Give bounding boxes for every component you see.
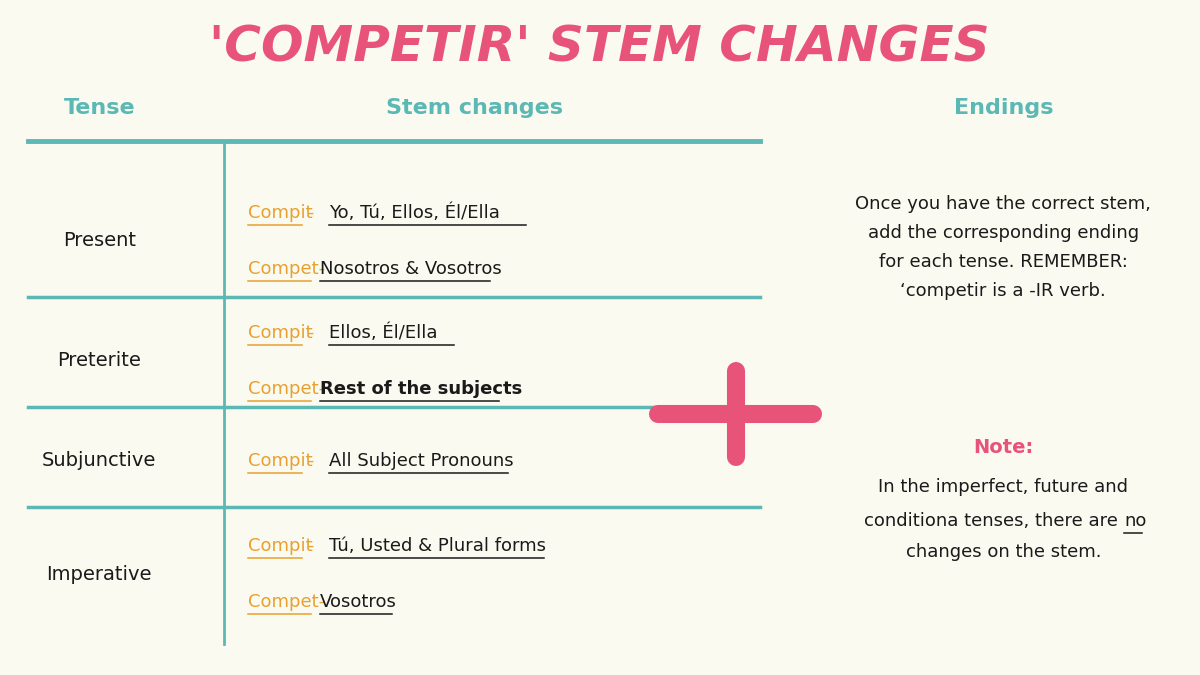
- Text: Present: Present: [62, 232, 136, 250]
- Text: Compet-: Compet-: [248, 380, 325, 398]
- Text: Endings: Endings: [954, 97, 1054, 117]
- Text: Compit: Compit: [248, 452, 313, 470]
- Text: Nosotros & Vosotros: Nosotros & Vosotros: [319, 260, 502, 278]
- Text: Compet-: Compet-: [248, 593, 325, 611]
- Text: Ellos, Él/Ella: Ellos, Él/Ella: [329, 323, 437, 342]
- Text: Subjunctive: Subjunctive: [42, 452, 156, 470]
- Text: Compit: Compit: [248, 324, 313, 342]
- Text: Tense: Tense: [64, 97, 136, 117]
- Text: Imperative: Imperative: [47, 565, 152, 584]
- Text: Vosotros: Vosotros: [319, 593, 397, 611]
- Text: Stem changes: Stem changes: [385, 97, 563, 117]
- Text: Compet-: Compet-: [248, 260, 325, 278]
- Text: Compit: Compit: [248, 204, 313, 222]
- Text: Rest of the subjects: Rest of the subjects: [319, 380, 522, 398]
- Text: In the imperfect, future and: In the imperfect, future and: [878, 479, 1128, 497]
- Text: Yo, Tú, Ellos, Él/Ella: Yo, Tú, Ellos, Él/Ella: [329, 204, 499, 222]
- Text: Tú, Usted & Plural forms: Tú, Usted & Plural forms: [329, 537, 546, 555]
- Text: Once you have the correct stem,
add the corresponding ending
for each tense. REM: Once you have the correct stem, add the …: [856, 194, 1151, 300]
- Text: -: -: [302, 537, 320, 555]
- Text: conditiona tenses, there are: conditiona tenses, there are: [864, 512, 1124, 530]
- Text: -: -: [302, 452, 320, 470]
- Text: -: -: [302, 324, 320, 342]
- Text: Compit: Compit: [248, 537, 313, 555]
- Text: All Subject Pronouns: All Subject Pronouns: [329, 452, 514, 470]
- Text: no: no: [1124, 512, 1147, 530]
- Text: -: -: [302, 204, 320, 222]
- Text: Note:: Note:: [973, 438, 1033, 457]
- Text: Preterite: Preterite: [58, 351, 142, 371]
- Text: changes on the stem.: changes on the stem.: [906, 543, 1102, 561]
- Text: 'COMPETIR' STEM CHANGES: 'COMPETIR' STEM CHANGES: [209, 24, 989, 72]
